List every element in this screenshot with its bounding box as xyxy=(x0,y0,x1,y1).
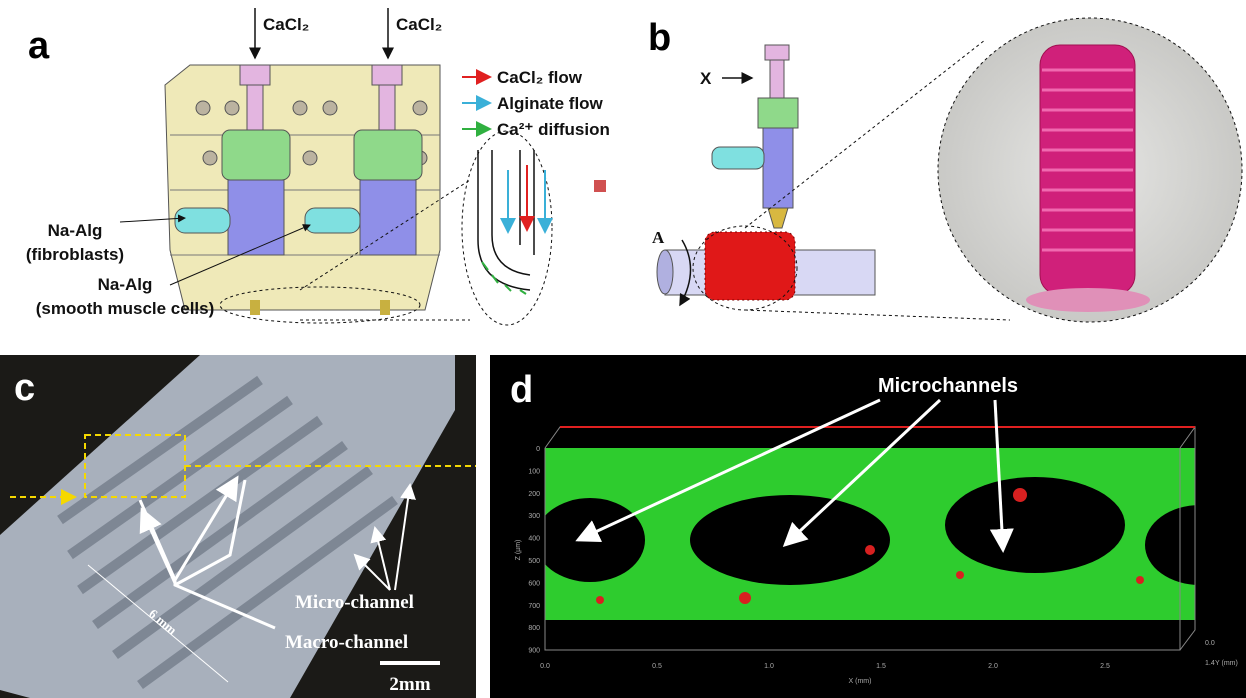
tick-label: 700 xyxy=(528,603,540,610)
tick-label: 800 xyxy=(528,625,540,632)
tissue-edge xyxy=(1195,440,1246,640)
axis-title: Y (mm) xyxy=(1215,660,1238,667)
inlet-label: CaCl₂ xyxy=(396,15,442,34)
tick-label: 500 xyxy=(528,558,540,565)
channel xyxy=(535,498,645,582)
callout: Micro-channel xyxy=(295,592,414,613)
panel-label: a xyxy=(28,25,50,67)
panel-label: d xyxy=(510,369,533,411)
tick-label: 0 xyxy=(536,446,540,453)
axis-title: X (mm) xyxy=(849,678,872,685)
axis-label: A xyxy=(652,228,665,247)
tick-label: 100 xyxy=(528,468,540,475)
channel xyxy=(945,477,1125,573)
tick-label: 2.0 xyxy=(988,663,998,670)
axis-label: X xyxy=(700,69,712,88)
tick-label: 900 xyxy=(528,648,540,655)
marker xyxy=(594,180,606,192)
mandrel-end xyxy=(657,250,673,294)
panel-label: c xyxy=(14,367,35,409)
axis-title: Z (µm) xyxy=(515,540,522,561)
tip xyxy=(380,300,390,315)
legend-text: Ca²⁺ diffusion xyxy=(497,120,610,139)
panel-b: b X A xyxy=(648,17,1242,322)
zoom-line xyxy=(745,310,1010,320)
tick-label: 1.0 xyxy=(764,663,774,670)
panel-c: c 6 mm Micro-channel Macro-channel 2mm xyxy=(0,355,476,698)
figure: a CaCl₂ CaCl₂ CaCl₂ flow Alginate flow C… xyxy=(0,0,1246,698)
annotation: Microchannels xyxy=(878,375,1018,397)
tick-label: 200 xyxy=(528,491,540,498)
legend-text: Alginate flow xyxy=(497,94,604,113)
hydrogel-coil xyxy=(705,232,795,300)
tick-label: 2.5 xyxy=(1100,663,1110,670)
legend-text: CaCl₂ flow xyxy=(497,68,583,87)
panel-label: b xyxy=(648,17,671,59)
inlet-label: CaCl₂ xyxy=(263,15,309,34)
printhead xyxy=(712,45,798,228)
tick-label: 0.0 xyxy=(540,663,550,670)
panel-d: d Microchannels Z (µm) X (mm) Y (mm) 0 10… xyxy=(490,355,1246,698)
input-label: Na-Alg xyxy=(48,221,103,240)
input-label: Na-Alg xyxy=(98,275,153,294)
tick-label: 0.0 xyxy=(1205,640,1215,647)
tick-label: 0.5 xyxy=(652,663,662,670)
input-label: (fibroblasts) xyxy=(26,245,124,264)
tick-label: 300 xyxy=(528,513,540,520)
callout: Macro-channel xyxy=(285,632,408,653)
tick-label: 400 xyxy=(528,536,540,543)
tick-label: 600 xyxy=(528,580,540,587)
tick-label: 1.4 xyxy=(1205,660,1215,667)
input-label: (smooth muscle cells) xyxy=(36,299,215,318)
panel-a: a CaCl₂ CaCl₂ CaCl₂ flow Alginate flow C… xyxy=(26,8,610,325)
tick-label: 1.5 xyxy=(876,663,886,670)
scale-label: 2mm xyxy=(389,674,430,695)
tube-base xyxy=(1026,288,1150,312)
tip xyxy=(250,300,260,315)
